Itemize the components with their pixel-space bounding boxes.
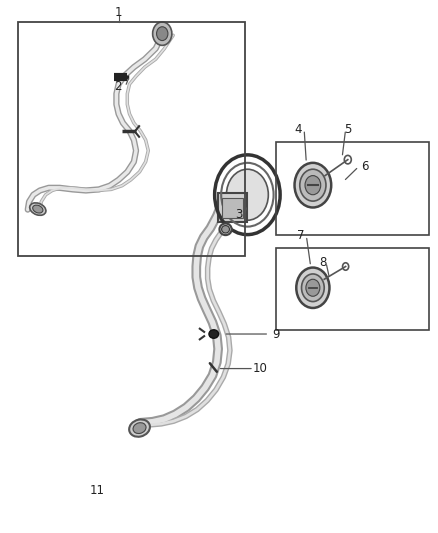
Bar (218, 193, 247, 222)
Ellipse shape (33, 205, 43, 213)
Circle shape (306, 279, 320, 296)
Text: 4: 4 (295, 123, 302, 136)
Text: 1: 1 (115, 6, 122, 19)
Circle shape (294, 163, 331, 207)
Text: 8: 8 (319, 256, 327, 269)
Circle shape (300, 169, 326, 201)
Text: 3: 3 (235, 208, 242, 221)
Ellipse shape (129, 419, 150, 437)
Text: 5: 5 (344, 123, 351, 136)
Bar (18, 22, 245, 256)
Circle shape (156, 27, 168, 41)
Text: 6: 6 (361, 160, 369, 173)
Bar (276, 142, 428, 235)
Circle shape (305, 175, 321, 195)
Ellipse shape (209, 330, 219, 338)
Circle shape (301, 274, 324, 302)
Text: 10: 10 (253, 362, 268, 375)
Circle shape (152, 22, 172, 45)
Text: 2: 2 (114, 80, 121, 93)
Text: 9: 9 (272, 327, 279, 341)
Ellipse shape (219, 223, 232, 235)
Ellipse shape (133, 423, 146, 433)
Text: 11: 11 (90, 484, 105, 497)
Bar (276, 248, 428, 330)
Ellipse shape (30, 203, 46, 215)
Ellipse shape (222, 225, 230, 233)
Circle shape (296, 268, 329, 308)
Text: 7: 7 (297, 229, 305, 242)
Bar (222, 198, 243, 218)
Circle shape (226, 169, 268, 220)
